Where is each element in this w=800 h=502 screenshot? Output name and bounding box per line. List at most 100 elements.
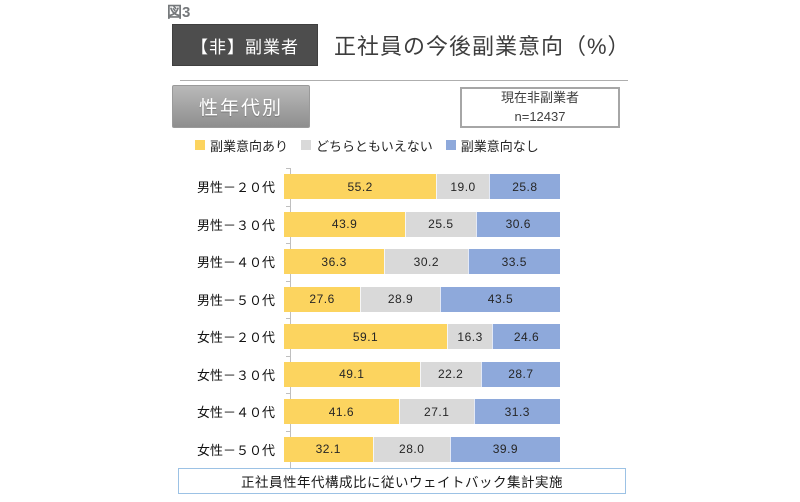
bar-segment-no: 33.5	[467, 249, 560, 275]
category-label: 女性－２０代	[196, 330, 275, 346]
axis-tick	[286, 205, 290, 207]
bar-segment-neutral: 30.2	[384, 249, 468, 275]
chart-row: 女性－５０代 32.1 28.0 39.9	[170, 431, 567, 469]
header-divider-line	[180, 80, 628, 81]
value-label: 49.1	[339, 367, 365, 382]
value-label: 36.3	[321, 254, 347, 269]
bar-segment-no: 25.8	[488, 174, 560, 200]
sample-n-value: n=12437	[514, 108, 566, 124]
value-label: 22.2	[437, 367, 464, 382]
bar-segment-yes: 27.6	[284, 286, 361, 312]
legend-label: 副業意向あり	[210, 138, 289, 154]
weighting-note-text: 正社員性年代構成比に従いウェイトバック集計実施	[241, 475, 563, 490]
value-label: 25.5	[428, 217, 454, 232]
legend-item: 副業意向なし	[445, 136, 539, 155]
stacked-bar-chart: 男性－２０代 55.2 19.0 25.8 男性－３０代 43.9 25.5 30.6 男性－４…	[170, 168, 567, 469]
value-label: 28.0	[399, 442, 425, 457]
bar-segment-no: 28.7	[480, 361, 560, 387]
chart-title: 正社員の今後副業意向（%）	[334, 34, 631, 59]
bar-segment-yes: 36.3	[284, 249, 385, 275]
bar-segment-yes: 41.6	[284, 399, 399, 425]
axis-tick	[286, 430, 290, 432]
sample-group-label: 現在非副業者	[500, 90, 579, 106]
value-label: 59.1	[352, 329, 379, 344]
category-label: 女性－４０代	[196, 405, 275, 421]
legend-swatch-icon	[445, 140, 456, 150]
value-label: 28.7	[508, 367, 534, 382]
bar-segment-no: 43.5	[439, 286, 560, 312]
value-label: 30.2	[413, 254, 440, 269]
sample-size-box: 現在非副業者 n=12437	[460, 87, 620, 128]
legend-item: 副業意向あり	[195, 136, 288, 155]
value-label: 19.0	[450, 179, 476, 194]
stacked-bar: 41.6 27.1 31.3	[284, 399, 560, 425]
weighting-note-box: 正社員性年代構成比に従いウェイトバック集計実施	[178, 468, 626, 494]
axis-tick	[286, 355, 290, 357]
bar-segment-yes: 55.2	[284, 174, 437, 200]
bar-segment-neutral: 25.5	[405, 211, 476, 237]
value-label: 32.1	[315, 442, 341, 457]
axis-tick	[286, 318, 290, 319]
bar-segment-neutral: 28.0	[372, 436, 450, 462]
bar-segment-neutral: 19.0	[436, 174, 489, 200]
bar-segment-neutral: 28.9	[360, 286, 440, 312]
bar-segment-yes: 59.1	[284, 324, 448, 350]
value-label: 27.1	[424, 404, 450, 419]
chart-row: 男性－５０代 27.6 28.9 43.5	[170, 281, 567, 319]
chart-row: 女性－２０代 59.1 16.3 24.6	[170, 318, 567, 356]
chart-row: 男性－２０代 55.2 19.0 25.8	[170, 168, 567, 206]
value-label: 28.9	[387, 292, 414, 307]
chart-row: 男性－４０代 36.3 30.2 33.5	[170, 243, 567, 281]
legend-swatch-icon	[301, 140, 312, 150]
bar-segment-yes: 49.1	[284, 361, 420, 387]
value-label: 55.2	[347, 179, 373, 194]
category-label: 女性－３０代	[196, 367, 275, 383]
category-label: 男性－２０代	[196, 180, 275, 196]
value-label: 30.6	[505, 217, 531, 232]
figure-number-label: 図3	[167, 4, 191, 21]
axis-tick	[286, 243, 290, 244]
value-label: 27.6	[309, 292, 335, 307]
chart-row: 男性－３０代 43.9 25.5 30.6	[170, 206, 567, 244]
category-label: 男性－５０代	[196, 292, 275, 308]
value-label: 41.6	[328, 404, 355, 419]
legend-item: どちらともいえない	[301, 136, 433, 155]
value-label: 24.6	[513, 329, 540, 344]
stacked-bar: 59.1 16.3 24.6	[284, 324, 560, 350]
chart-rows: 男性－２０代 55.2 19.0 25.8 男性－３０代 43.9 25.5 30.6 男性－４…	[170, 168, 567, 468]
value-label: 43.9	[331, 217, 358, 232]
bar-segment-neutral: 22.2	[419, 361, 481, 387]
axis-tick	[286, 393, 290, 394]
bar-segment-no: 39.9	[449, 436, 560, 462]
stacked-bar: 27.6 28.9 43.5	[284, 286, 560, 312]
stacked-bar: 43.9 25.5 30.6	[284, 211, 560, 237]
value-label: 25.8	[512, 179, 538, 194]
value-label: 43.5	[487, 292, 514, 307]
bar-segment-no: 31.3	[473, 399, 560, 425]
bar-segment-neutral: 16.3	[447, 324, 493, 350]
bar-segment-yes: 43.9	[284, 211, 406, 237]
bar-segment-neutral: 27.1	[398, 399, 474, 425]
category-label: 女性－５０代	[196, 442, 275, 458]
stacked-bar: 36.3 30.2 33.5	[284, 249, 560, 275]
value-label: 33.5	[501, 254, 527, 269]
category-label: 男性－３０代	[196, 217, 275, 233]
legend: 副業意向あり どちらともいえない 副業意向なし	[195, 136, 539, 154]
value-label: 39.9	[492, 442, 519, 457]
legend-label: どちらともいえない	[316, 138, 433, 154]
non-sideworker-badge: 【非】副業者	[172, 24, 318, 66]
badge-label: 【非】副業者	[191, 37, 299, 57]
bar-segment-no: 24.6	[492, 324, 560, 350]
legend-swatch-icon	[195, 140, 205, 150]
value-label: 16.3	[457, 329, 483, 344]
stacked-bar: 49.1 22.2 28.7	[284, 361, 560, 387]
value-label: 31.3	[504, 404, 530, 419]
bar-segment-no: 30.6	[475, 211, 560, 237]
category-label: 男性－４０代	[196, 255, 275, 271]
breakdown-tab-gender-age: 性年代別	[172, 85, 310, 128]
stacked-bar: 55.2 19.0 25.8	[284, 174, 560, 200]
tab-label: 性年代別	[198, 98, 283, 119]
legend-label: 副業意向なし	[460, 138, 539, 154]
axis-tick	[286, 168, 290, 169]
